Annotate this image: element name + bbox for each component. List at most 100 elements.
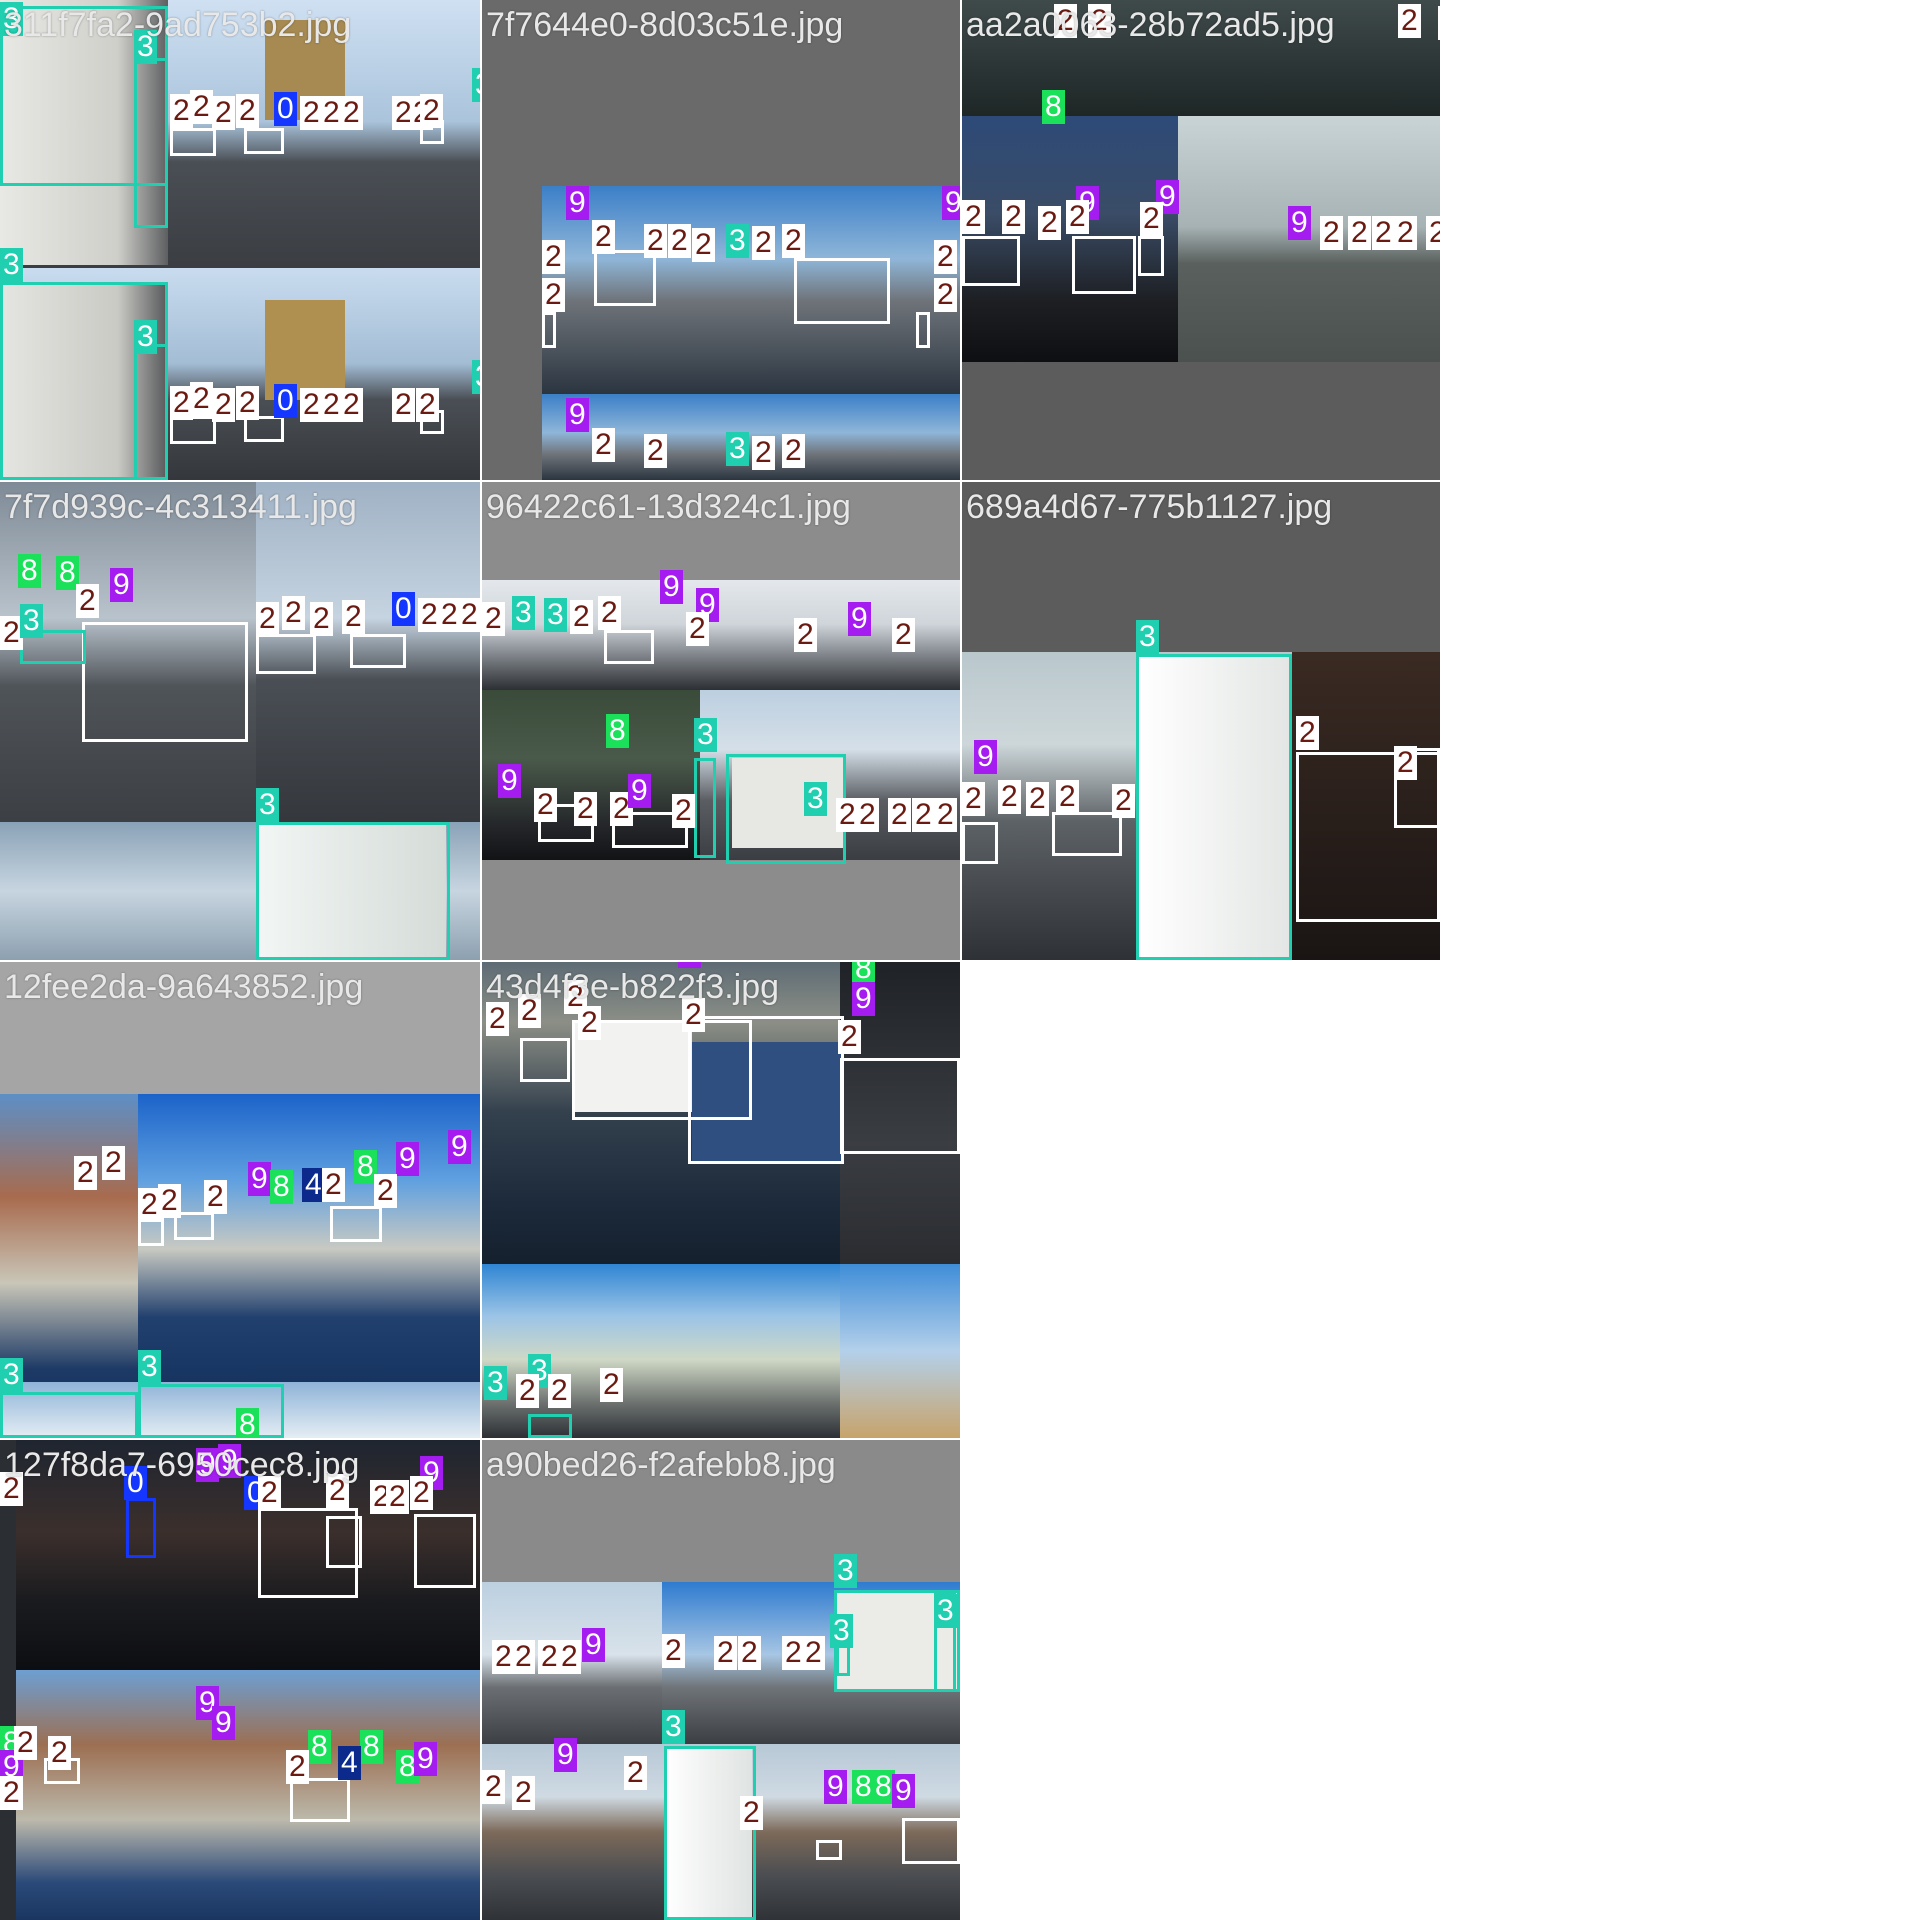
class-label: 2 (102, 1146, 125, 1180)
class-label: 2 (1054, 4, 1077, 38)
class-label: 3 (726, 432, 749, 466)
detection-box (794, 258, 890, 324)
class-label: 3 (0, 1358, 23, 1392)
detection-box (572, 1020, 752, 1120)
class-label: 2 (418, 598, 441, 632)
class-label: 9 (660, 570, 683, 604)
class-label: 2 (286, 1750, 309, 1784)
class-label: 2 (340, 96, 363, 130)
mosaic-tile: 7f7644e0-8d03c51e.jpg 9 9 2 2 2 2 2 2 3 … (482, 0, 960, 480)
class-label: 2 (934, 278, 957, 312)
class-label: 8 (270, 1170, 293, 1204)
class-label: 8 (18, 554, 41, 588)
class-label: 2 (782, 434, 805, 468)
class-label: 9 (448, 1130, 471, 1164)
class-label: 3 (0, 248, 23, 282)
class-label: 2 (1438, 6, 1440, 40)
class-label: 9 (554, 1738, 577, 1772)
detection-box (542, 312, 556, 348)
detection-box (520, 1038, 570, 1082)
class-label: 2 (392, 96, 415, 130)
class-label: 2 (1038, 206, 1061, 240)
building-crane (265, 300, 345, 400)
truck-side (666, 1746, 752, 1920)
class-label: 2 (492, 1640, 515, 1674)
class-label: 0 (274, 384, 297, 418)
class-label: 2 (1002, 200, 1025, 234)
class-label: 2 (962, 200, 985, 234)
class-label: 2 (320, 388, 343, 422)
detection-box (604, 630, 654, 664)
class-label: 9 (974, 740, 997, 774)
class-label: 2 (14, 1726, 37, 1760)
class-label: 8 (354, 1150, 377, 1184)
class-label: 4 (302, 1168, 325, 1202)
detection-box (962, 236, 1020, 286)
class-label: 3 (256, 788, 279, 822)
class-label: 2 (662, 1634, 685, 1668)
class-label: 2 (1140, 202, 1163, 236)
class-label: 3 (726, 224, 749, 258)
detection-box (350, 634, 406, 668)
dashcam-frame (482, 580, 960, 690)
class-label: 2 (170, 94, 193, 128)
class-label: 2 (564, 980, 587, 1014)
detection-box (244, 416, 284, 442)
detection-box (664, 1746, 756, 1920)
detection-box (258, 1508, 358, 1598)
class-label: 8 (56, 556, 79, 590)
class-label: 2 (320, 96, 343, 130)
tile-filename: 96422c61-13d324c1.jpg (486, 488, 851, 526)
detection-box (414, 1514, 476, 1588)
class-label: 2 (258, 1476, 281, 1510)
class-label: 2 (578, 1006, 601, 1040)
class-label: 2 (310, 602, 333, 636)
class-label: 8 (360, 1730, 383, 1764)
detection-box (170, 128, 216, 156)
class-label: 9 (824, 1770, 847, 1804)
class-label: 9 (110, 568, 133, 602)
dashcam-frame (0, 482, 256, 822)
class-label: 9 (892, 1774, 915, 1808)
class-label: 2 (610, 792, 633, 826)
detection-box (170, 416, 216, 444)
class-label: 3 (544, 598, 567, 632)
detection-box (1394, 748, 1440, 828)
detection-box (962, 822, 998, 864)
class-label: 2 (374, 1174, 397, 1208)
detection-box (126, 1498, 156, 1558)
class-label: 2 (204, 1180, 227, 1214)
detection-box (138, 1384, 284, 1438)
class-label: 2 (740, 1796, 763, 1830)
mosaic-tile: 7f7d939c-4c313411.jpg 8 8 9 2 2 3 2 2 2 … (0, 482, 480, 960)
detection-box (726, 754, 846, 864)
class-label: 2 (782, 1636, 805, 1670)
class-label: 2 (416, 388, 439, 422)
tile-filename: 689a4d67-775b1127.jpg (966, 488, 1333, 526)
class-label: 9 (414, 1742, 437, 1776)
class-label: 3 (694, 718, 717, 752)
class-label: 2 (934, 798, 957, 832)
class-label: 2 (438, 598, 461, 632)
dashcam-frame (138, 1094, 480, 1438)
class-label: 2 (236, 94, 259, 128)
class-label: 2 (738, 1636, 761, 1670)
class-label: 9 (566, 186, 589, 220)
class-label: 2 (538, 1640, 561, 1674)
class-label: 3 (0, 2, 23, 36)
class-label: 8 (852, 1770, 875, 1804)
detection-box (256, 634, 316, 674)
class-label: 2 (48, 1736, 71, 1770)
class-label: 2 (962, 782, 985, 816)
gas-station (1292, 652, 1440, 960)
class-label: 2 (0, 1776, 23, 1810)
class-label: 2 (836, 798, 859, 832)
class-label: 2 (1348, 216, 1371, 250)
class-label: 2 (300, 96, 323, 130)
class-label: 2 (998, 780, 1021, 814)
class-label: 2 (256, 602, 279, 636)
detection-box (528, 1414, 572, 1438)
class-label: 2 (518, 994, 541, 1028)
tile-filename: 127f8da7-6950cec8.jpg (4, 1446, 360, 1484)
class-label: 2 (598, 596, 621, 630)
